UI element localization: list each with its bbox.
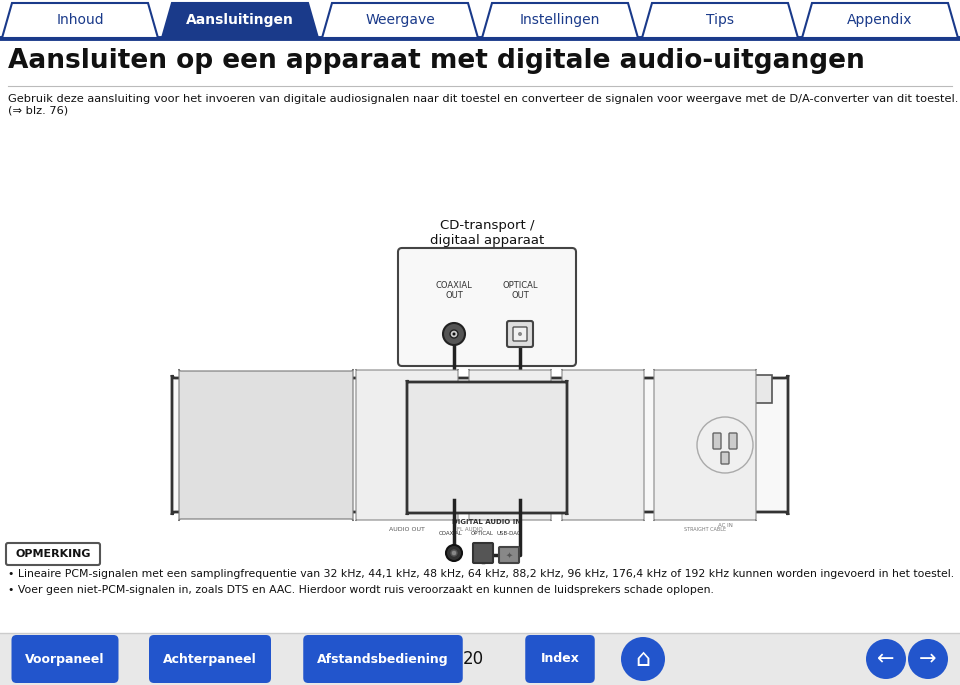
Circle shape xyxy=(866,639,906,679)
Circle shape xyxy=(514,408,526,421)
Circle shape xyxy=(514,425,526,436)
FancyBboxPatch shape xyxy=(654,369,756,521)
Text: AUDIO OUT: AUDIO OUT xyxy=(389,527,425,532)
FancyBboxPatch shape xyxy=(713,433,721,449)
Circle shape xyxy=(450,330,458,338)
FancyBboxPatch shape xyxy=(562,369,644,521)
Polygon shape xyxy=(802,3,958,38)
Text: DIGITAL AUDIO IN: DIGITAL AUDIO IN xyxy=(452,519,521,525)
Text: ←: ← xyxy=(877,649,895,669)
Bar xyxy=(683,375,727,403)
Circle shape xyxy=(908,639,948,679)
Bar xyxy=(233,375,277,403)
FancyBboxPatch shape xyxy=(6,543,100,565)
Text: FL AUDIO: FL AUDIO xyxy=(457,527,483,532)
Text: →: → xyxy=(920,649,937,669)
Text: Index: Index xyxy=(540,653,580,666)
FancyBboxPatch shape xyxy=(499,547,519,563)
Circle shape xyxy=(446,545,462,561)
Text: • Voer geen niet-PCM-signalen in, zoals DTS en AAC. Hierdoor wordt ruis veroorza: • Voer geen niet-PCM-signalen in, zoals … xyxy=(8,585,714,595)
Text: Instellingen: Instellingen xyxy=(519,13,600,27)
Polygon shape xyxy=(322,3,478,38)
FancyBboxPatch shape xyxy=(473,543,493,563)
FancyBboxPatch shape xyxy=(12,635,118,683)
Text: Appendix: Appendix xyxy=(848,13,913,27)
Text: OPTICAL: OPTICAL xyxy=(470,531,493,536)
FancyBboxPatch shape xyxy=(513,327,527,341)
Text: Achterpaneel: Achterpaneel xyxy=(163,653,257,666)
FancyBboxPatch shape xyxy=(149,635,271,683)
Polygon shape xyxy=(162,3,318,38)
Bar xyxy=(728,375,772,403)
FancyBboxPatch shape xyxy=(356,369,458,521)
Circle shape xyxy=(443,323,465,345)
Bar xyxy=(188,375,232,403)
FancyBboxPatch shape xyxy=(729,433,737,449)
FancyBboxPatch shape xyxy=(721,452,729,464)
Bar xyxy=(0,633,960,685)
FancyBboxPatch shape xyxy=(525,635,595,683)
Text: Tips: Tips xyxy=(706,13,734,27)
FancyBboxPatch shape xyxy=(469,369,551,521)
Text: STRAIGHT CABLE: STRAIGHT CABLE xyxy=(684,527,726,532)
Text: Weergave: Weergave xyxy=(365,13,435,27)
FancyBboxPatch shape xyxy=(179,369,353,521)
Text: USB-DAC: USB-DAC xyxy=(496,531,521,536)
FancyBboxPatch shape xyxy=(398,248,576,366)
FancyBboxPatch shape xyxy=(172,375,788,515)
Circle shape xyxy=(518,332,522,336)
Text: • Lineaire PCM-signalen met een samplingfrequentie van 32 kHz, 44,1 kHz, 48 kHz,: • Lineaire PCM-signalen met een sampling… xyxy=(8,569,954,579)
Text: Inhoud: Inhoud xyxy=(57,13,104,27)
Text: COAXIAL: COAXIAL xyxy=(439,531,463,536)
Polygon shape xyxy=(642,3,798,38)
Text: Afstandsbediening: Afstandsbediening xyxy=(317,653,449,666)
Circle shape xyxy=(452,332,455,336)
Text: Aansluiten op een apparaat met digitale audio-uitgangen: Aansluiten op een apparaat met digitale … xyxy=(8,48,865,74)
Text: 20: 20 xyxy=(463,650,484,668)
Circle shape xyxy=(621,637,665,681)
Text: Voorpaneel: Voorpaneel xyxy=(25,653,105,666)
Polygon shape xyxy=(482,3,638,38)
Polygon shape xyxy=(2,3,158,38)
Text: Aansluitingen: Aansluitingen xyxy=(186,13,294,27)
Text: OPTICAL
OUT: OPTICAL OUT xyxy=(502,281,538,300)
FancyBboxPatch shape xyxy=(303,635,463,683)
Text: OPMERKING: OPMERKING xyxy=(15,549,91,559)
Text: ✦: ✦ xyxy=(506,551,513,560)
Text: AC IN: AC IN xyxy=(717,523,732,528)
Text: Gebruik deze aansluiting voor het invoeren van digitale audiosignalen naar dit t: Gebruik deze aansluiting voor het invoer… xyxy=(8,94,958,116)
Text: ⌂: ⌂ xyxy=(636,647,651,671)
FancyBboxPatch shape xyxy=(507,321,533,347)
Text: CD-transport /
digitaal apparaat: CD-transport / digitaal apparaat xyxy=(430,219,544,247)
Text: COAXIAL
OUT: COAXIAL OUT xyxy=(436,281,472,300)
FancyBboxPatch shape xyxy=(407,380,567,515)
Circle shape xyxy=(697,417,753,473)
Circle shape xyxy=(451,550,457,556)
